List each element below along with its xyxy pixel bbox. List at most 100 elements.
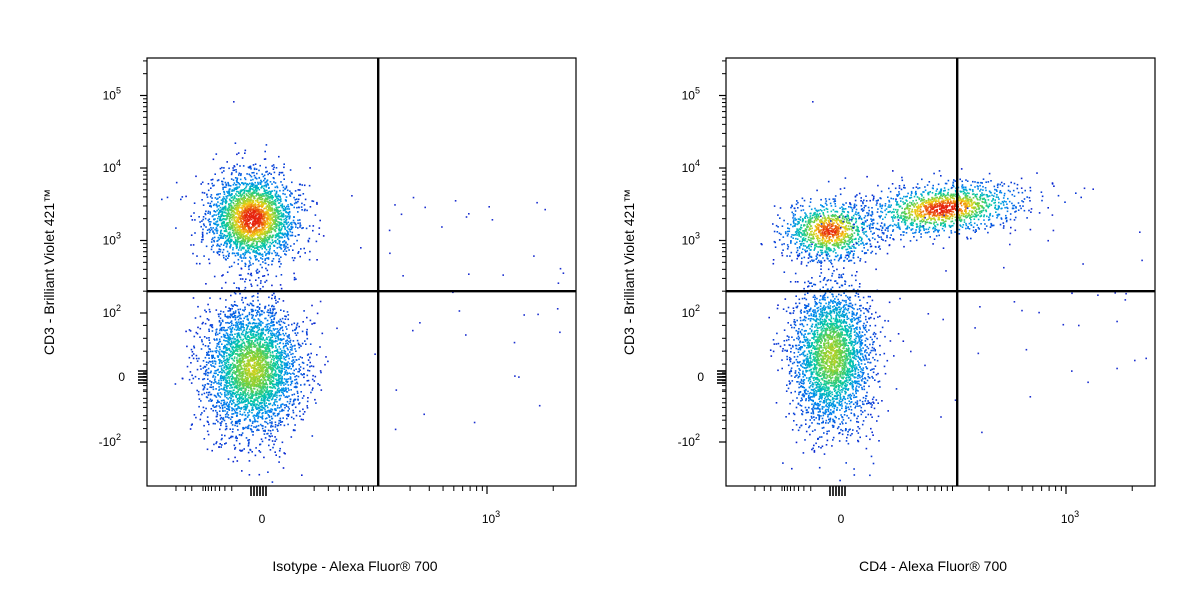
event-dot [238, 202, 240, 204]
event-dot [227, 240, 230, 243]
event-dot [219, 376, 222, 378]
event-dot [267, 330, 270, 333]
event-dot [255, 358, 257, 361]
event-dot [254, 346, 257, 348]
event-dot [278, 210, 281, 212]
event-dot [246, 206, 249, 208]
event-dot [264, 346, 267, 349]
event-dot [246, 173, 248, 175]
event-dot [253, 231, 256, 234]
event-dot [237, 240, 239, 243]
event-dot [214, 350, 216, 352]
event-dot [231, 252, 234, 255]
event-dot [255, 334, 258, 337]
event-dot [258, 307, 261, 309]
event-dot [253, 376, 256, 378]
event-dot [267, 229, 269, 232]
event-dot [283, 178, 285, 180]
event-dot [241, 222, 243, 224]
event-dot [257, 221, 259, 224]
event-dot [244, 401, 246, 403]
event-dot [289, 228, 291, 231]
event-dot [289, 400, 292, 403]
event-dot [200, 183, 202, 185]
event-dot [221, 287, 223, 289]
event-dot [283, 452, 285, 454]
event-dot [293, 202, 296, 205]
event-dot [282, 233, 285, 236]
event-dot [238, 214, 240, 217]
event-dot [254, 237, 256, 240]
event-dot [211, 356, 213, 358]
event-dot [273, 229, 276, 231]
event-dot [238, 365, 240, 368]
event-dot [271, 241, 274, 244]
event-dot [260, 244, 262, 247]
event-dot [229, 391, 231, 393]
event-dot [257, 404, 260, 407]
event-dot [298, 206, 300, 209]
event-dot [238, 442, 241, 445]
event-dot [276, 400, 278, 403]
event-dot [205, 210, 207, 213]
event-dot [268, 409, 270, 412]
event-dot [209, 393, 212, 396]
event-dot [283, 394, 285, 397]
event-dot [274, 369, 277, 372]
event-dot [299, 194, 302, 197]
event-dot [222, 254, 225, 257]
event-dot [242, 375, 245, 377]
event-dot [287, 353, 289, 355]
event-dot [266, 399, 269, 401]
event-dot [271, 343, 274, 346]
event-dot [252, 214, 254, 217]
event-dot [240, 400, 243, 402]
event-dot [236, 243, 239, 246]
event-dot [224, 406, 226, 409]
event-dot [235, 329, 238, 331]
event-dot [245, 371, 247, 374]
event-dot [286, 229, 288, 232]
event-dot [238, 186, 241, 188]
event-dot [218, 359, 220, 361]
event-dot [241, 239, 243, 242]
event-dot [216, 343, 219, 345]
event-dot [204, 213, 207, 216]
event-dot [229, 328, 231, 330]
event-dot [277, 359, 279, 362]
event-dot [261, 173, 263, 175]
event-dot [247, 266, 250, 268]
event-dot [259, 238, 262, 240]
event-dot [267, 184, 269, 186]
event-dot [254, 224, 257, 226]
event-dot [292, 249, 294, 251]
event-dot [239, 232, 242, 234]
event-dot [298, 403, 300, 405]
event-dot [279, 196, 282, 198]
event-dot [227, 232, 230, 234]
event-dot [246, 219, 249, 221]
event-dot [241, 385, 244, 387]
event-dot [307, 240, 310, 243]
event-dot [254, 367, 256, 370]
event-dot [273, 222, 275, 225]
event-dot [264, 181, 266, 184]
event-dot [279, 351, 281, 354]
event-dot [219, 317, 222, 320]
event-dot [201, 220, 203, 222]
event-dot [241, 226, 244, 228]
event-dot [286, 371, 288, 374]
event-dot [248, 460, 251, 462]
event-dot [220, 215, 223, 218]
event-dot [222, 215, 225, 217]
event-dot [266, 350, 268, 353]
event-dot [256, 246, 259, 248]
event-dot [185, 195, 187, 198]
event-dot [244, 240, 247, 243]
event-dot [213, 232, 215, 235]
event-dot [236, 234, 238, 236]
event-dot [258, 252, 261, 254]
event-dot [281, 226, 283, 228]
event-dot [287, 246, 289, 249]
event-dot [257, 406, 259, 409]
